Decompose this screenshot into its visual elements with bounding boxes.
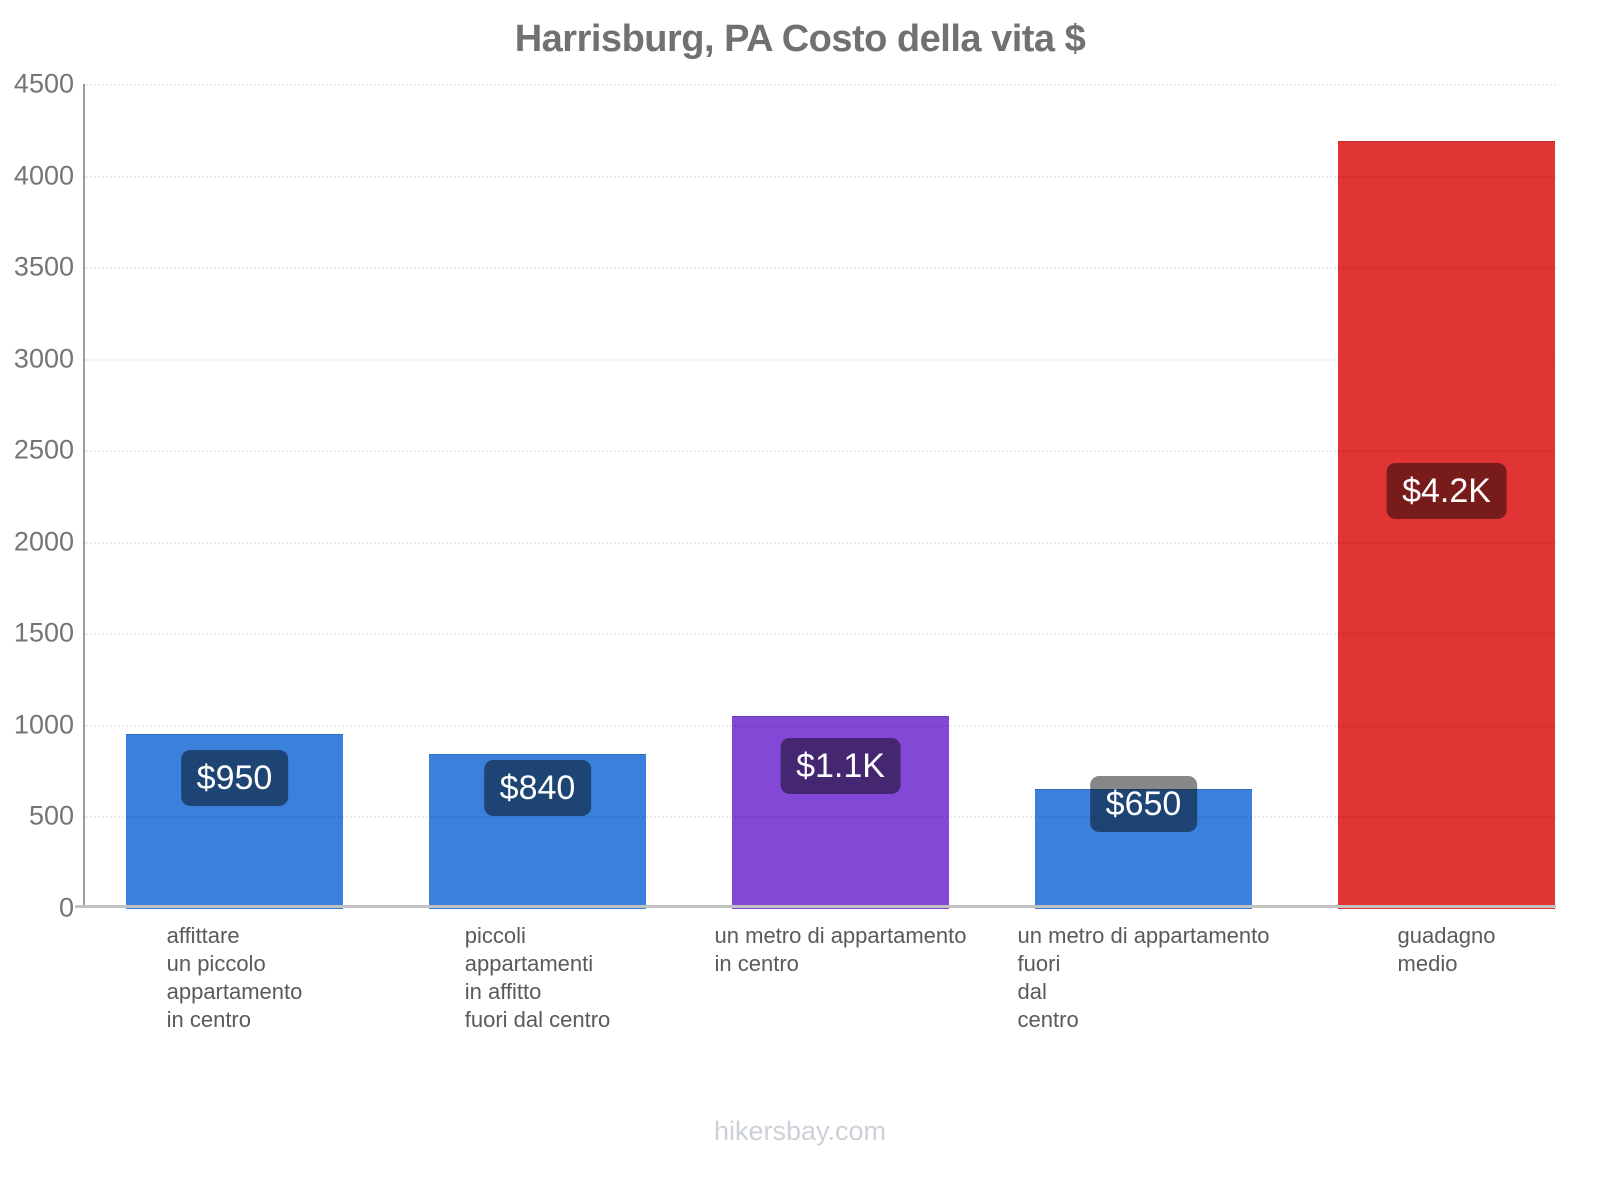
bar-4: [1035, 788, 1252, 909]
y-tick-label: 1000: [13, 709, 74, 740]
x-category-label-text: guadagno medio: [1397, 923, 1496, 976]
gridline: [83, 450, 1556, 453]
y-tick-label: 4500: [13, 68, 74, 99]
gridline: [83, 358, 1556, 361]
bar-5: [1338, 140, 1555, 909]
gridline: [83, 175, 1556, 178]
y-tick-label: 2500: [13, 434, 74, 465]
gridline: [83, 541, 1556, 544]
bar-value-badge: $950: [180, 749, 289, 807]
x-category-label-text: un metro di appartamento fuori dal centr…: [1017, 923, 1270, 1032]
x-category-label: un metro di appartamento in centro: [715, 922, 967, 978]
x-category-label: un metro di appartamento fuori dal centr…: [1018, 922, 1270, 1034]
footer-watermark: hikersbay.com: [713, 1116, 887, 1146]
y-tick-label: 1500: [13, 617, 74, 648]
y-tick-label: 3500: [13, 251, 74, 282]
chart-title: Harrisburg, PA Costo della vita $: [514, 18, 1086, 60]
bar-value-badge: $4.2K: [1386, 462, 1507, 519]
y-tick-label: 4000: [13, 160, 74, 191]
bar-value-badge: $650: [1089, 775, 1198, 833]
x-category-label-text: affittare un piccolo appartamento in cen…: [166, 923, 303, 1032]
bar-1: [126, 734, 343, 909]
bar-value-badge: $840: [483, 760, 592, 817]
x-axis-baseline: [75, 905, 1556, 908]
y-tick-label: 2000: [13, 526, 74, 557]
y-tick-label: 3000: [13, 343, 74, 374]
x-category-label-text: un metro di appartamento in centro: [714, 923, 967, 976]
y-tick-label: 500: [28, 800, 74, 831]
gridline: [83, 84, 1556, 86]
x-category-label: affittare un piccolo appartamento in cen…: [167, 922, 303, 1034]
x-category-label: piccoli appartamenti in affitto fuori da…: [465, 922, 611, 1034]
y-tick-label: 0: [58, 892, 74, 923]
y-axis-line: [83, 84, 85, 908]
bar-3: [732, 715, 949, 909]
x-category-label-text: piccoli appartamenti in affitto fuori da…: [464, 923, 611, 1032]
bar-2: [429, 754, 646, 909]
bar-value-badge: $1.1K: [780, 737, 901, 794]
gridline: [83, 633, 1556, 636]
gridline: [83, 267, 1556, 270]
x-category-label: guadagno medio: [1398, 922, 1496, 978]
